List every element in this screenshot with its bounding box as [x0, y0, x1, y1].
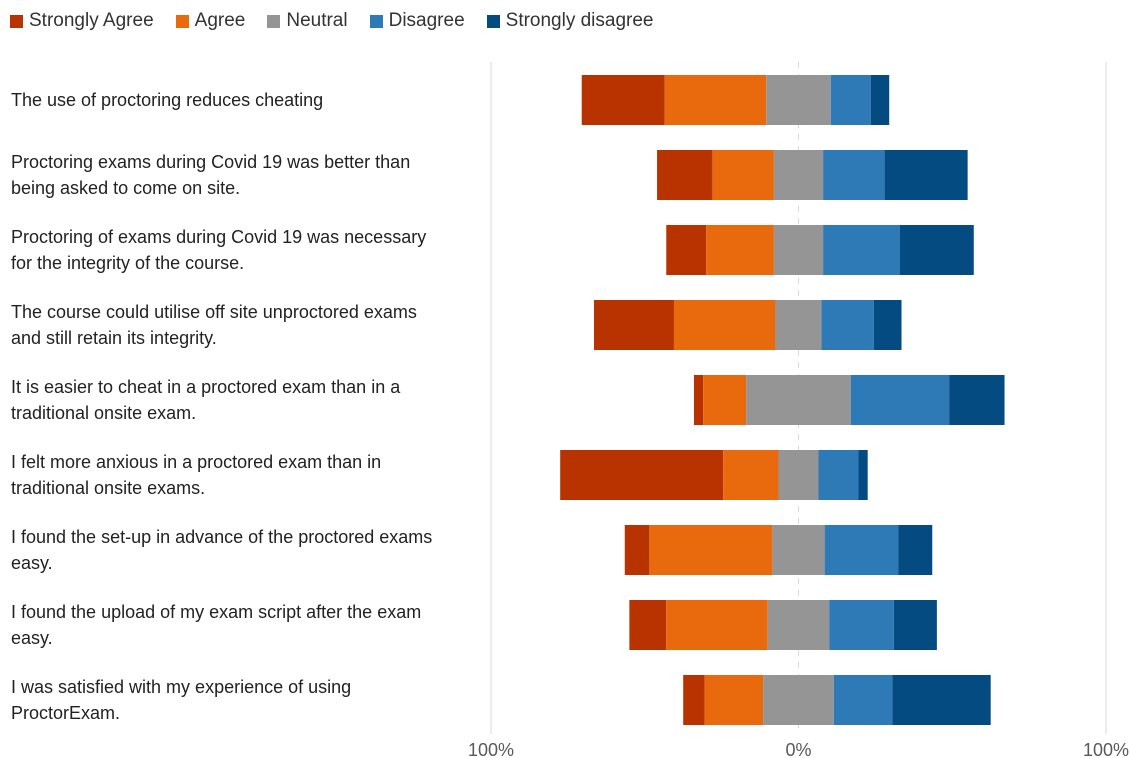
legend-swatch — [267, 14, 281, 28]
legend-item: Strongly Agree — [10, 10, 154, 32]
category-label-line: I found the upload of my exam script aft… — [11, 602, 421, 622]
bar-segment — [773, 150, 824, 200]
bar-segment — [704, 675, 764, 725]
category-label-line: I was satisfied with my experience of us… — [11, 677, 351, 697]
bar-segment — [821, 300, 874, 350]
bar-segment — [824, 525, 899, 575]
legend-item: Agree — [175, 10, 246, 32]
bar-segment — [949, 375, 1005, 425]
legend-item: Neutral — [267, 10, 348, 32]
bar-segment — [850, 375, 950, 425]
bar-segment — [706, 225, 774, 275]
bar-segment — [560, 450, 724, 500]
legend: Strongly Agree Agree Neutral Disagree Strong… — [10, 8, 676, 34]
category-label-line: and still retain its integrity. — [11, 328, 217, 348]
bar-segment — [594, 300, 674, 350]
category-label-line: traditional onsite exams. — [11, 478, 205, 498]
bar-segment — [693, 375, 704, 425]
legend-swatch — [10, 14, 23, 28]
bar-segment — [712, 150, 774, 200]
x-tick-label: 100% — [468, 740, 514, 758]
bar-segment — [818, 450, 859, 500]
legend-item: Disagree — [369, 10, 465, 32]
category-label-line: I found the set-up in advance of the pro… — [11, 527, 432, 547]
category-label-line: easy. — [11, 553, 53, 573]
legend-label: Strongly Agree — [29, 10, 154, 31]
category-label-line: Proctoring of exams during Covid 19 was … — [11, 227, 426, 247]
bar-segment — [763, 675, 834, 725]
category-label-line: Proctoring exams during Covid 19 was bet… — [11, 152, 410, 172]
bar-segment — [666, 225, 707, 275]
bar-segment — [664, 75, 767, 125]
bar-segment — [657, 150, 713, 200]
bar-segment — [624, 525, 650, 575]
category-label: Proctoring of exams during Covid 19 was … — [11, 227, 426, 273]
legend-swatch — [486, 14, 500, 28]
bar-segment — [884, 150, 968, 200]
bar-segment — [772, 525, 825, 575]
category-label-line: ProctorExam. — [11, 703, 120, 723]
legend-label: Disagree — [388, 10, 465, 31]
category-label: I found the set-up in advance of the pro… — [11, 527, 432, 573]
category-label-line: easy. — [11, 628, 53, 648]
bar-segment — [892, 675, 991, 725]
bar-segment — [775, 300, 822, 350]
category-label: I felt more anxious in a proctored exam … — [11, 452, 381, 498]
legend-label: Agree — [194, 10, 246, 31]
bar-segment — [673, 300, 776, 350]
bar-segment — [703, 375, 747, 425]
bar-segment — [683, 675, 705, 725]
legend-label: Strongly disagree — [505, 10, 654, 31]
bar-segment — [746, 375, 851, 425]
category-label: Proctoring exams during Covid 19 was bet… — [11, 152, 410, 198]
category-label: The use of proctoring reduces cheating — [11, 90, 323, 110]
bar-segment — [823, 150, 885, 200]
category-label-line: traditional onsite exam. — [11, 403, 196, 423]
bar-segment — [649, 525, 773, 575]
category-label-line: It is easier to cheat in a proctored exa… — [11, 377, 401, 397]
bar-segment — [666, 600, 768, 650]
category-label-line: The course could utilise off site unproc… — [11, 302, 417, 322]
bar-segment — [823, 225, 900, 275]
bar-segment — [766, 75, 831, 125]
category-label-line: I felt more anxious in a proctored exam … — [11, 452, 381, 472]
legend-item: Strongly disagree — [486, 10, 654, 32]
legend-swatch — [175, 14, 189, 28]
category-label: The course could utilise off site unproc… — [11, 302, 417, 348]
bar-segment — [723, 450, 779, 500]
category-label: It is easier to cheat in a proctored exa… — [11, 377, 401, 423]
bar-segment — [893, 600, 937, 650]
bar-segment — [830, 75, 871, 125]
x-tick-label: 100% — [1083, 740, 1129, 758]
bar-segment — [833, 675, 893, 725]
legend-label: Neutral — [286, 10, 348, 31]
bar-segment — [778, 450, 819, 500]
bar-segment — [629, 600, 667, 650]
bar-segment — [899, 225, 974, 275]
category-label-line: The use of proctoring reduces cheating — [11, 90, 323, 110]
category-label: I found the upload of my exam script aft… — [11, 602, 421, 648]
x-tick-label: 0% — [785, 740, 811, 758]
bar-segment — [767, 600, 830, 650]
category-label: I was satisfied with my experience of us… — [11, 677, 351, 723]
legend-swatch — [369, 14, 383, 28]
bar-segment — [829, 600, 894, 650]
bar-segment — [858, 450, 868, 500]
category-label-line: being asked to come on site. — [11, 178, 240, 198]
bar-segment — [898, 525, 933, 575]
bar-segment — [581, 75, 665, 125]
bar-segment — [870, 75, 890, 125]
bar-segment — [773, 225, 824, 275]
category-label-line: for the integrity of the course. — [11, 253, 244, 273]
bar-segment — [873, 300, 902, 350]
